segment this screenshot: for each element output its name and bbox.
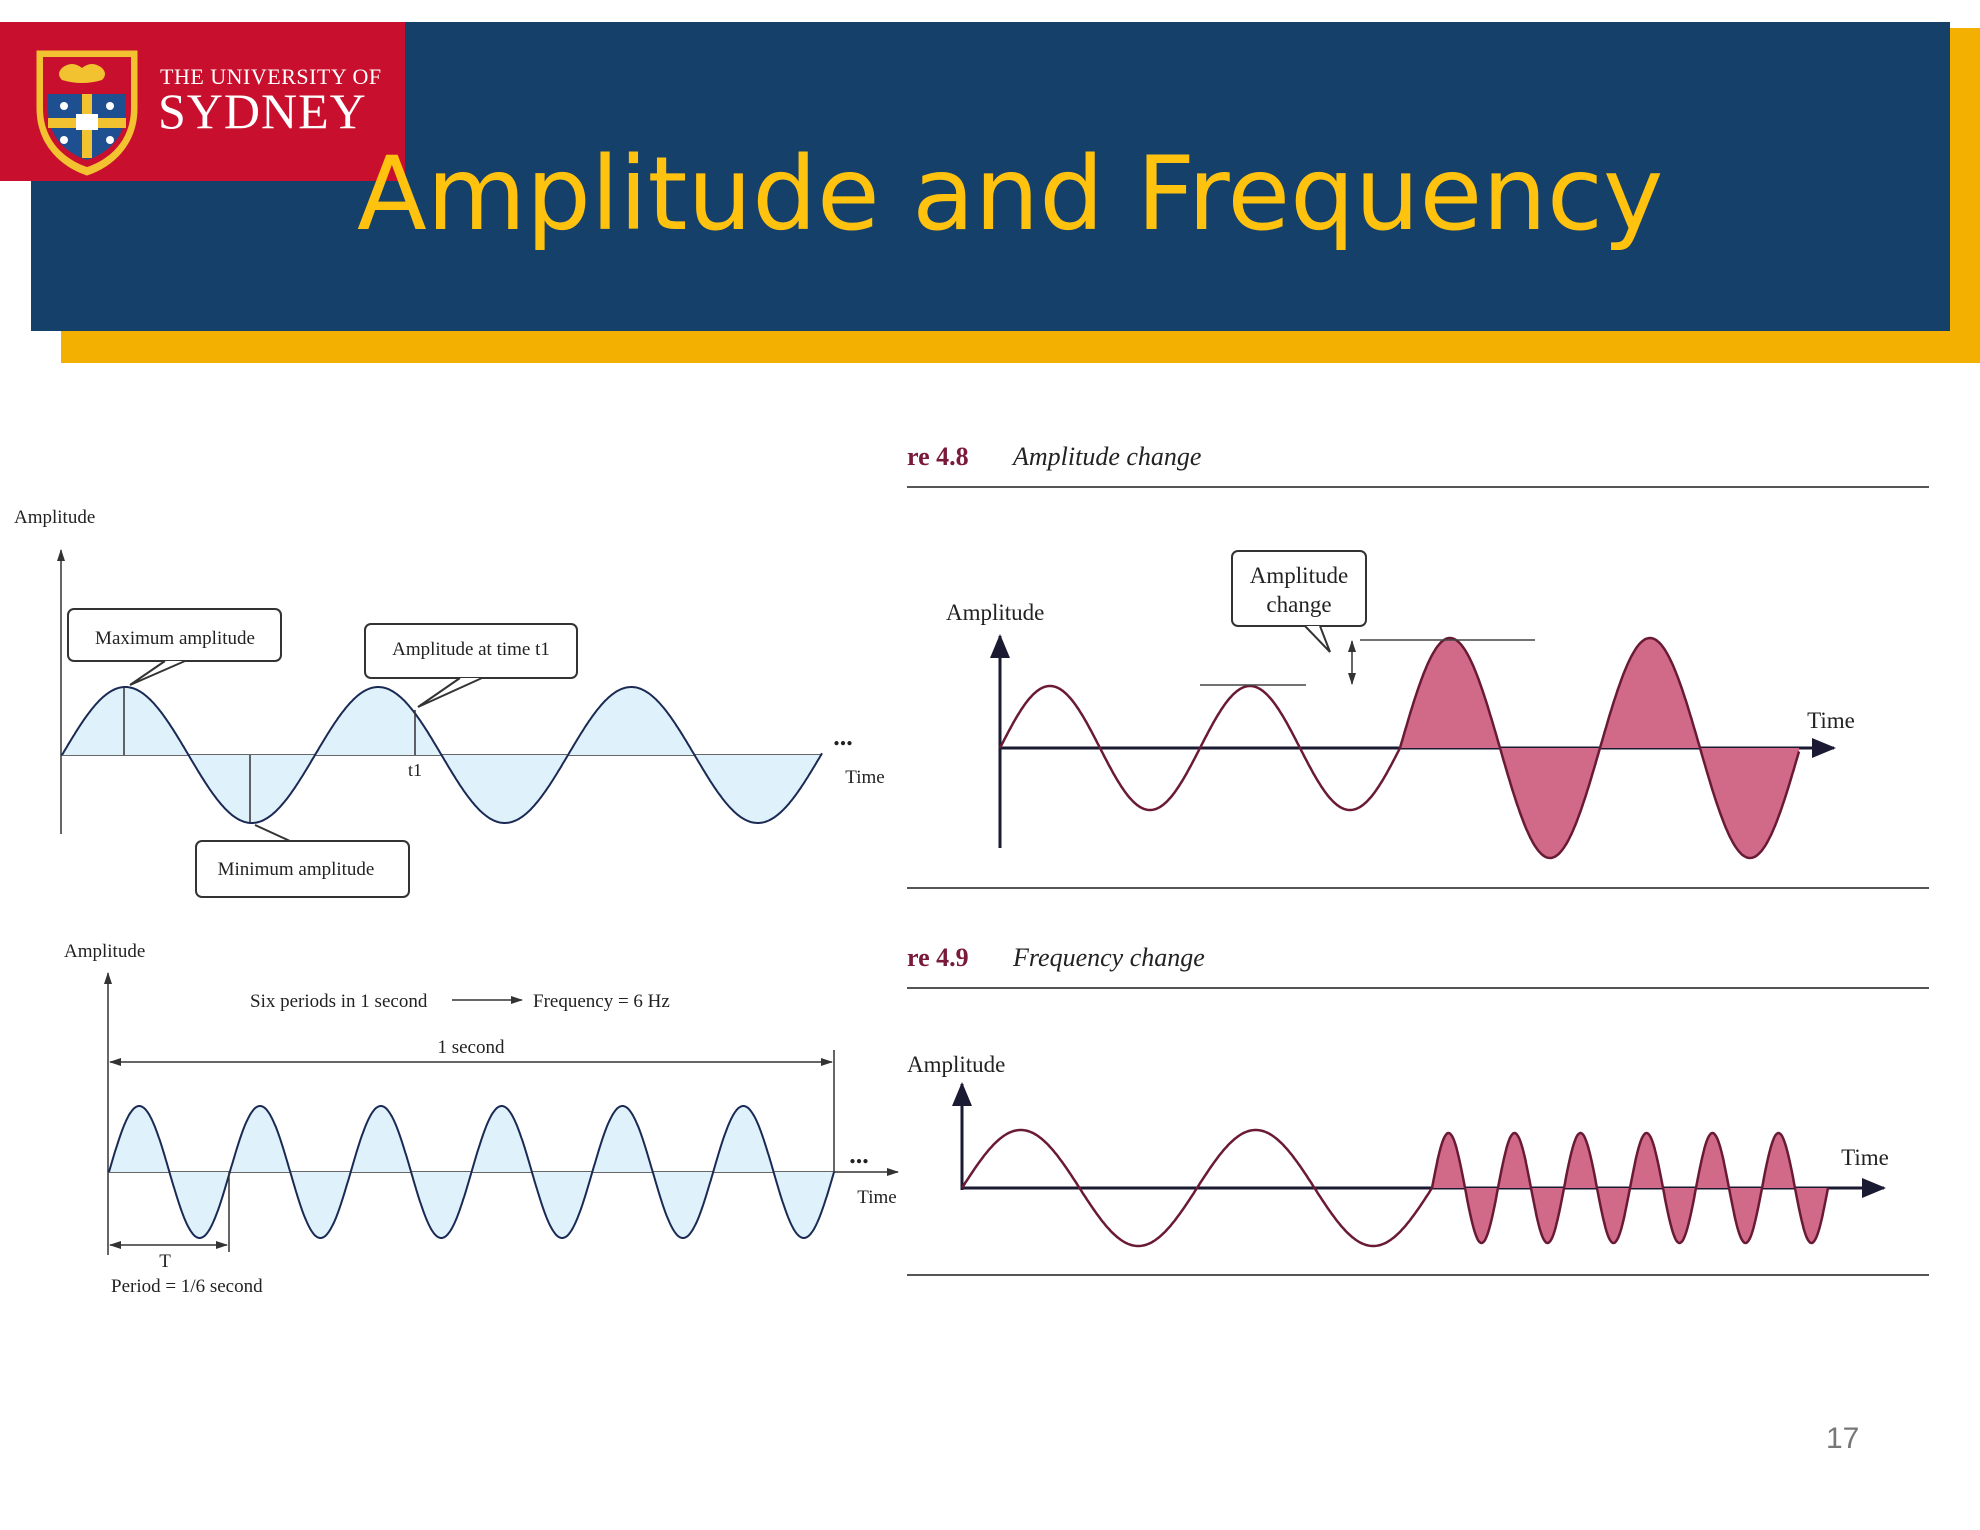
figure-4-8: re 4.8 Amplitude change Amplitude Time A… — [907, 442, 1929, 889]
fig48-caption: Amplitude change — [1011, 442, 1201, 471]
fig48-x-axis-label: Time — [1807, 708, 1855, 733]
university-logo: THE UNIVERSITY OF SYDNEY — [0, 22, 405, 181]
tl-y-axis-label: Amplitude — [14, 507, 95, 528]
figure-amplitude-definition: Amplitude t1 ... Time Maximum amplitude … — [14, 507, 885, 898]
tl-time-callout-pointer — [417, 677, 483, 708]
tl-max-callout-pointer — [129, 660, 186, 686]
crest-icon — [36, 50, 138, 176]
fig48-sine-wave — [998, 636, 1801, 860]
tl-min-callout-pointer — [254, 824, 320, 842]
fig48-callout-line2: change — [1266, 592, 1331, 617]
logo-line2: SYDNEY — [158, 83, 367, 139]
figure-4-9: re 4.9 Frequency change Amplitude Time — [907, 943, 1929, 1276]
bl-period-mark: T — [159, 1251, 171, 1272]
bl-frequency-text: Frequency = 6 Hz — [533, 991, 670, 1012]
fig48-callout-box — [1231, 550, 1367, 627]
fig49-caption: Frequency change — [1012, 943, 1205, 972]
fig48-number: re 4.8 — [907, 442, 969, 471]
tl-max-callout: Maximum amplitude — [95, 628, 255, 649]
tl-t1-label: t1 — [408, 760, 422, 780]
bl-periods-text: Six periods in 1 second — [250, 991, 428, 1012]
figure-frequency-definition: Amplitude Six periods in 1 second Freque… — [64, 941, 899, 1297]
page-number: 17 — [1826, 1422, 1860, 1455]
bl-period-text: Period = 1/6 second — [111, 1276, 263, 1297]
bl-y-axis-label: Amplitude — [64, 941, 145, 962]
fig49-x-axis-label: Time — [1841, 1145, 1889, 1170]
tl-x-axis-label: Time — [845, 767, 884, 788]
fig48-y-axis-label: Amplitude — [946, 600, 1044, 625]
tl-sine-wave — [61, 686, 823, 824]
fig48-callout-pointer — [1304, 625, 1331, 653]
fig49-sine-wave — [960, 1128, 1830, 1248]
bl-sine-wave — [108, 1105, 835, 1239]
fig49-y-axis-label: Amplitude — [907, 1052, 1005, 1077]
bl-span-label: 1 second — [437, 1037, 505, 1058]
bl-x-axis-label: Time — [857, 1187, 896, 1208]
fig49-number: re 4.9 — [907, 943, 969, 972]
tl-min-callout: Minimum amplitude — [218, 859, 375, 880]
slide-title: Amplitude and Frequency — [357, 135, 1664, 254]
fig48-callout-line1: Amplitude — [1250, 563, 1348, 588]
tl-ellipsis: ... — [833, 722, 853, 751]
logo-line1: THE UNIVERSITY OF — [160, 64, 382, 89]
tl-time-callout: Amplitude at time t1 — [392, 639, 550, 660]
bl-ellipsis: ... — [849, 1140, 869, 1169]
